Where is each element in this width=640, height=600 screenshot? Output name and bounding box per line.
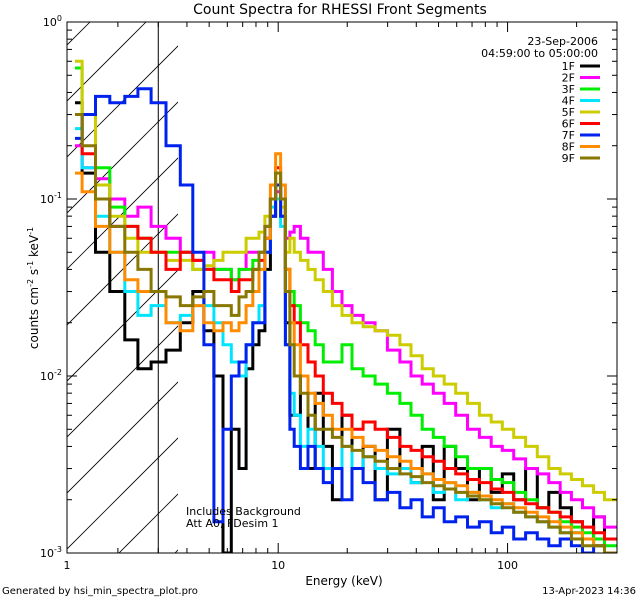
hatch-line: [67, 213, 178, 326]
y-tick-label: 10-2: [40, 368, 62, 383]
y-tick-label: 100: [43, 14, 62, 29]
hatch-line: [67, 437, 178, 550]
hatch-line: [118, 493, 178, 553]
series-6f-line: [75, 113, 617, 541]
legend-label: 5F: [562, 106, 575, 119]
chart-title: Count Spectra for RHESSI Front Segments: [193, 2, 487, 18]
x-tick-label: 10: [271, 559, 285, 572]
legend-label: 9F: [562, 152, 575, 165]
y-label-exp1: -2: [26, 279, 35, 287]
background-note: Includes Background: [186, 505, 301, 518]
hatch-line: [67, 269, 178, 382]
y-label-part2: s: [27, 269, 41, 279]
y-label-exp2: -1: [26, 261, 35, 269]
legend-label: 1F: [562, 60, 575, 73]
footer-generator: Generated by hsi_min_spectra_plot.pro: [2, 586, 198, 597]
series-4f-line: [75, 127, 617, 553]
series-8f-line: [75, 152, 617, 553]
date-annotation: 23-Sep-2006: [527, 35, 598, 48]
y-label-exp3: -1: [26, 227, 35, 235]
y-tick-label: 10-1: [40, 191, 62, 206]
series-5f-line: [75, 59, 617, 502]
series-7f-line: [75, 87, 617, 553]
attenuator-note: Att A0, FDesim 1: [186, 517, 279, 530]
legend-label: 3F: [562, 83, 575, 96]
series-2f-line: [75, 144, 617, 529]
hatch-line: [67, 22, 91, 46]
series-1f-line: [75, 101, 617, 553]
y-axis-label: counts cm-2 s-1 keV-1: [26, 227, 41, 349]
legend-label: 4F: [562, 95, 575, 108]
legend-label: 8F: [562, 141, 575, 154]
y-label-part3: keV: [27, 234, 41, 261]
x-axis-label: Energy (keV): [305, 574, 382, 588]
x-tick-label: 100: [497, 559, 518, 572]
legend-label: 2F: [562, 72, 575, 85]
footer-timestamp: 13-Apr-2023 14:36: [542, 586, 636, 597]
y-tick-label: 10-3: [40, 545, 62, 560]
time-range-annotation: 04:59:00 to 05:00:00: [481, 47, 598, 60]
plot-frame: [66, 21, 618, 554]
legend-label: 7F: [562, 129, 575, 142]
x-tick-label: 1: [64, 559, 71, 572]
hatch-line: [67, 22, 147, 102]
series-9f-line: [75, 113, 617, 553]
hatch-line: [464, 0, 640, 600]
hatch-line: [632, 0, 640, 600]
y-label-part1: counts cm: [27, 287, 41, 349]
legend-label: 6F: [562, 118, 575, 131]
